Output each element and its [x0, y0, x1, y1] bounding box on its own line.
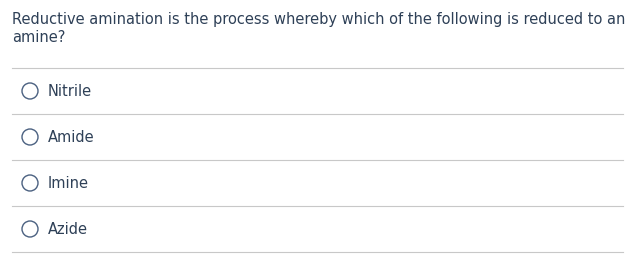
Text: Amide: Amide — [48, 130, 95, 145]
Text: Azide: Azide — [48, 221, 88, 236]
Text: Reductive amination is the process whereby which of the following is reduced to : Reductive amination is the process where… — [12, 12, 625, 27]
Text: Nitrile: Nitrile — [48, 84, 92, 99]
Text: Imine: Imine — [48, 176, 89, 190]
Text: amine?: amine? — [12, 30, 65, 45]
